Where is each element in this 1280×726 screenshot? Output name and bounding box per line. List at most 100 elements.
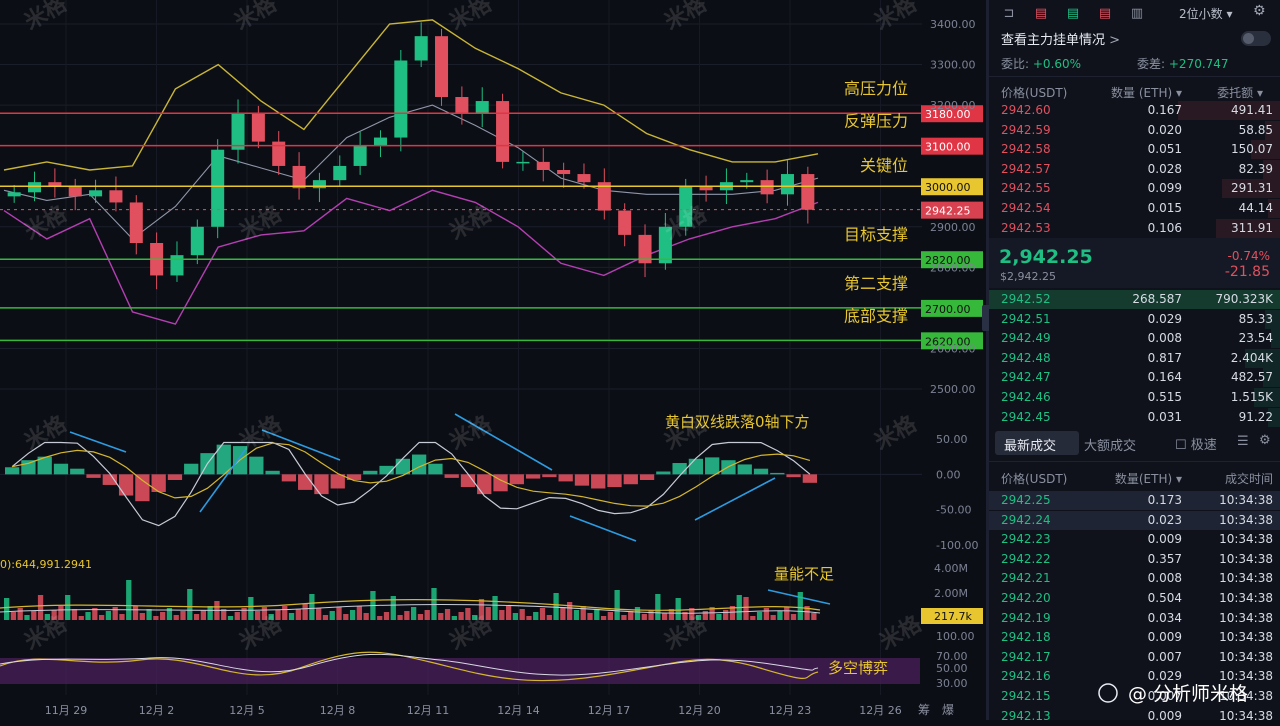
trade-header-price: 价格(USDT) xyxy=(1001,472,1068,486)
trade-row[interactable]: 2942.17 0.007 10:34:38 xyxy=(989,648,1280,667)
volume-bar xyxy=(268,614,274,620)
settings-gear-icon[interactable]: ⚙ xyxy=(1253,3,1266,19)
candle-body xyxy=(618,210,632,235)
volume-bar xyxy=(763,608,770,620)
macd-axis-tick: -100.00 xyxy=(936,539,978,552)
main-order-title: 查看主力挂单情况 xyxy=(1001,33,1106,48)
trade-header-qty[interactable]: 数量(ETH) ▾ xyxy=(1114,472,1182,486)
trade-price: 2942.20 xyxy=(1001,591,1051,605)
header-price: 价格(USDT) xyxy=(1001,86,1068,100)
panel-divider[interactable] xyxy=(986,0,989,720)
macd-histogram-bar xyxy=(574,474,590,486)
book-both-icon[interactable]: ▤ xyxy=(1034,5,1048,21)
trade-row[interactable]: 2942.18 0.009 10:34:38 xyxy=(989,628,1280,647)
price-axis-tick: 3300.00 xyxy=(930,59,976,72)
volume-bar xyxy=(227,616,234,620)
candlestick-chart[interactable]: 3180.00 高压力位 3100.00 反弹压力 3000.00 关键位 2820.00 目… xyxy=(0,0,988,720)
candle-body xyxy=(435,36,449,97)
trade-row[interactable]: 2942.24 0.023 10:34:38 xyxy=(989,510,1280,530)
level-annotation: 第二支撑 xyxy=(844,274,908,293)
macd-histogram-bar xyxy=(509,474,524,485)
trade-row[interactable]: 2942.23 0.009 10:34:38 xyxy=(989,530,1280,549)
volume-bar xyxy=(451,616,457,620)
macd-histogram-bar xyxy=(151,474,166,492)
bid-row[interactable]: 2942.46 0.515 1.515K xyxy=(989,388,1280,407)
volume-axis-tick: 2.00M xyxy=(934,587,968,600)
ask-row[interactable]: 2942.54 0.015 44.14 xyxy=(989,199,1280,218)
macd-histogram-bar xyxy=(737,464,752,475)
book-asks-icon[interactable]: ▤ xyxy=(1098,5,1112,21)
ask-price: 2942.55 xyxy=(1001,181,1051,196)
layout-icon[interactable]: ⊐ xyxy=(1003,5,1015,21)
main-order-link[interactable]: 查看主力挂单情况 > xyxy=(1001,29,1120,48)
date-axis-tick: 12月 23 xyxy=(769,704,812,717)
bid-row[interactable]: 2942.52 268.587 790.323K xyxy=(989,290,1280,309)
ask-row[interactable]: 2942.55 0.099 291.31 xyxy=(989,179,1280,199)
trade-row[interactable]: 2942.15 0.007 10:34:38 xyxy=(989,687,1280,706)
trade-row[interactable]: 2942.19 0.034 10:34:38 xyxy=(989,609,1280,628)
bid-row[interactable]: 2942.51 0.029 85.33 xyxy=(989,309,1280,329)
bid-total: 2.404K xyxy=(1230,350,1273,365)
precision-select[interactable]: 2位小数 ▾ xyxy=(1179,7,1233,21)
divider-handle[interactable] xyxy=(982,305,992,331)
book-mixed-icon[interactable]: ▥ xyxy=(1130,5,1144,21)
volume-bar xyxy=(743,597,749,620)
trade-row[interactable]: 2942.22 0.357 10:34:38 xyxy=(989,550,1280,569)
volume-bar xyxy=(668,609,675,620)
fast-checkbox[interactable]: ☐ 极速 xyxy=(1175,438,1217,453)
trade-row[interactable]: 2942.20 0.504 10:34:38 xyxy=(989,589,1280,608)
trade-row[interactable]: 2942.25 0.173 10:34:38 xyxy=(989,491,1280,510)
divergence-line xyxy=(199,449,246,513)
macd-histogram-bar xyxy=(53,463,69,475)
trade-row[interactable]: 2942.16 0.029 10:34:38 xyxy=(989,667,1280,686)
level-price-tag xyxy=(921,251,983,269)
volume-bar xyxy=(397,615,403,620)
precision-value: 2位小数 xyxy=(1179,7,1223,21)
volume-bar xyxy=(661,613,668,620)
chart-area[interactable]: 3180.00 高压力位 3100.00 反弹压力 3000.00 关键位 2820.00 目… xyxy=(0,0,988,720)
candle-body xyxy=(68,186,82,197)
trade-price: 2942.25 xyxy=(1001,493,1051,507)
trade-row[interactable]: 2942.21 0.008 10:34:38 xyxy=(989,569,1280,588)
bid-total: 23.54 xyxy=(1238,331,1273,346)
bid-row[interactable]: 2942.48 0.817 2.404K xyxy=(989,348,1280,368)
book-bids-icon[interactable]: ▤ xyxy=(1066,5,1080,21)
volume-bar xyxy=(78,616,84,620)
ask-row[interactable]: 2942.60 0.167 491.41 xyxy=(989,101,1280,120)
ask-row[interactable]: 2942.59 0.020 58.85 xyxy=(989,120,1280,140)
depth-bar xyxy=(1245,348,1280,368)
ask-row[interactable]: 2942.57 0.028 82.39 xyxy=(989,159,1280,179)
price-axis-tick: 2500.00 xyxy=(930,383,976,396)
volume-bar xyxy=(472,615,478,620)
candle-body xyxy=(170,255,184,276)
volume-bar xyxy=(444,609,451,620)
settings-icon[interactable]: ⚙ xyxy=(1259,433,1271,448)
tab-large-trades[interactable]: 大额成交 xyxy=(1084,439,1137,454)
last-price-usd: $2,942.25 xyxy=(1000,270,1056,283)
bollinger-upper-band xyxy=(3,19,819,171)
bid-qty: 0.515 xyxy=(1147,390,1182,404)
bid-row[interactable]: 2942.49 0.008 23.54 xyxy=(989,329,1280,349)
volume-bar xyxy=(92,608,98,620)
volume-bar xyxy=(65,595,71,620)
volume-bar xyxy=(492,596,498,620)
macd-histogram-bar xyxy=(558,474,573,482)
candle-body xyxy=(251,113,265,142)
volume-bar xyxy=(600,616,607,620)
ask-row[interactable]: 2942.58 0.051 150.07 xyxy=(989,140,1280,160)
trade-qty: 0.034 xyxy=(1147,610,1182,625)
ask-row[interactable]: 2942.53 0.106 311.91 xyxy=(989,218,1280,238)
trade-qty: 0.008 xyxy=(1147,571,1182,586)
trade-price: 2942.18 xyxy=(1001,630,1051,645)
toggle-switch[interactable] xyxy=(1241,31,1271,46)
trade-row[interactable]: 2942.13 0.009 10:34:38 xyxy=(989,707,1280,726)
volume-bar xyxy=(336,607,342,620)
header-qty[interactable]: 数量 (ETH) ▾ xyxy=(1111,86,1182,100)
volume-bar xyxy=(187,589,193,620)
header-total[interactable]: 委托额 ▾ xyxy=(1217,86,1263,100)
tab-recent-trades[interactable]: 最新成交 xyxy=(995,431,1079,455)
filter-icon[interactable]: ☰ xyxy=(1237,434,1249,449)
bid-row[interactable]: 2942.47 0.164 482.57 xyxy=(989,368,1280,388)
macd-histogram-bar xyxy=(330,474,345,489)
bid-row[interactable]: 2942.45 0.031 91.22 xyxy=(989,407,1280,427)
